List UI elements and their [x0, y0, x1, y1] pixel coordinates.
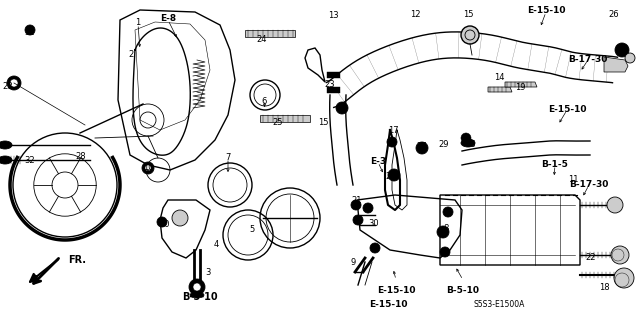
Text: E-15-10: E-15-10 [377, 286, 415, 295]
Text: 4: 4 [213, 240, 219, 249]
Text: 15: 15 [463, 10, 473, 19]
Text: 8: 8 [444, 224, 449, 233]
Text: 5: 5 [250, 225, 255, 234]
Text: 3: 3 [205, 268, 211, 277]
Text: 9: 9 [350, 258, 356, 267]
Text: E-15-10: E-15-10 [527, 6, 565, 15]
Circle shape [145, 165, 151, 171]
Circle shape [370, 243, 380, 253]
Circle shape [351, 200, 361, 210]
Text: 27: 27 [417, 142, 428, 151]
Text: 28: 28 [76, 152, 86, 161]
Text: 28: 28 [3, 82, 13, 91]
Text: 11: 11 [568, 175, 579, 184]
Polygon shape [604, 57, 628, 72]
Ellipse shape [190, 292, 204, 298]
Circle shape [142, 162, 154, 174]
Circle shape [336, 102, 348, 114]
Text: 29: 29 [386, 172, 396, 181]
Text: 20: 20 [160, 220, 170, 229]
Text: 24: 24 [257, 35, 268, 44]
Text: FR.: FR. [68, 255, 86, 265]
Text: S5S3-E1500A: S5S3-E1500A [474, 300, 525, 309]
Polygon shape [260, 115, 310, 122]
Text: 21: 21 [352, 196, 362, 205]
Polygon shape [488, 87, 512, 92]
Text: 29: 29 [439, 140, 449, 149]
Polygon shape [505, 82, 537, 87]
Text: E-3: E-3 [370, 157, 386, 166]
Circle shape [614, 268, 634, 288]
Text: B-17-30: B-17-30 [568, 55, 608, 64]
Text: 25: 25 [273, 118, 284, 127]
Text: 26: 26 [609, 10, 620, 19]
Circle shape [461, 26, 479, 44]
Circle shape [172, 210, 188, 226]
Circle shape [615, 43, 629, 57]
Text: 1: 1 [136, 18, 141, 27]
Text: 14: 14 [493, 73, 504, 82]
Circle shape [416, 142, 428, 154]
Text: 13: 13 [328, 11, 339, 20]
Text: 12: 12 [410, 10, 420, 19]
Text: 22: 22 [586, 253, 596, 262]
Circle shape [437, 226, 449, 238]
Text: B-5-10: B-5-10 [447, 286, 479, 295]
Ellipse shape [461, 139, 475, 147]
Circle shape [625, 53, 635, 63]
Circle shape [10, 79, 18, 87]
Circle shape [611, 246, 629, 264]
Circle shape [189, 279, 205, 295]
Text: 16: 16 [465, 140, 476, 149]
Text: 32: 32 [25, 156, 35, 165]
Text: B-17-30: B-17-30 [570, 180, 609, 189]
Text: 30: 30 [369, 219, 380, 228]
Circle shape [7, 76, 21, 90]
Text: 15: 15 [317, 118, 328, 127]
Text: E-15-10: E-15-10 [548, 105, 586, 114]
Circle shape [607, 197, 623, 213]
Circle shape [387, 137, 397, 147]
Ellipse shape [0, 156, 12, 164]
Text: 19: 19 [515, 83, 525, 92]
Polygon shape [326, 32, 618, 108]
Circle shape [25, 25, 35, 35]
Text: 6: 6 [261, 97, 267, 106]
Text: 7: 7 [225, 153, 230, 162]
Text: E-8: E-8 [160, 14, 176, 23]
Text: 10: 10 [143, 163, 153, 172]
Ellipse shape [0, 141, 12, 149]
Circle shape [388, 169, 400, 181]
Circle shape [440, 247, 450, 257]
Circle shape [157, 217, 167, 227]
Circle shape [363, 203, 373, 213]
Circle shape [443, 207, 453, 217]
Text: B-1-5: B-1-5 [541, 160, 568, 169]
Circle shape [353, 215, 363, 225]
Text: 31: 31 [25, 28, 35, 37]
Text: 23: 23 [324, 80, 335, 89]
Text: 17: 17 [388, 126, 398, 135]
Text: B-5-10: B-5-10 [182, 292, 218, 302]
Text: 18: 18 [598, 283, 609, 292]
Text: 2: 2 [129, 50, 134, 59]
Text: E-15-10: E-15-10 [369, 300, 407, 309]
Polygon shape [327, 72, 340, 78]
Polygon shape [245, 30, 295, 37]
Circle shape [193, 283, 201, 291]
Circle shape [461, 133, 471, 143]
Polygon shape [327, 87, 340, 93]
